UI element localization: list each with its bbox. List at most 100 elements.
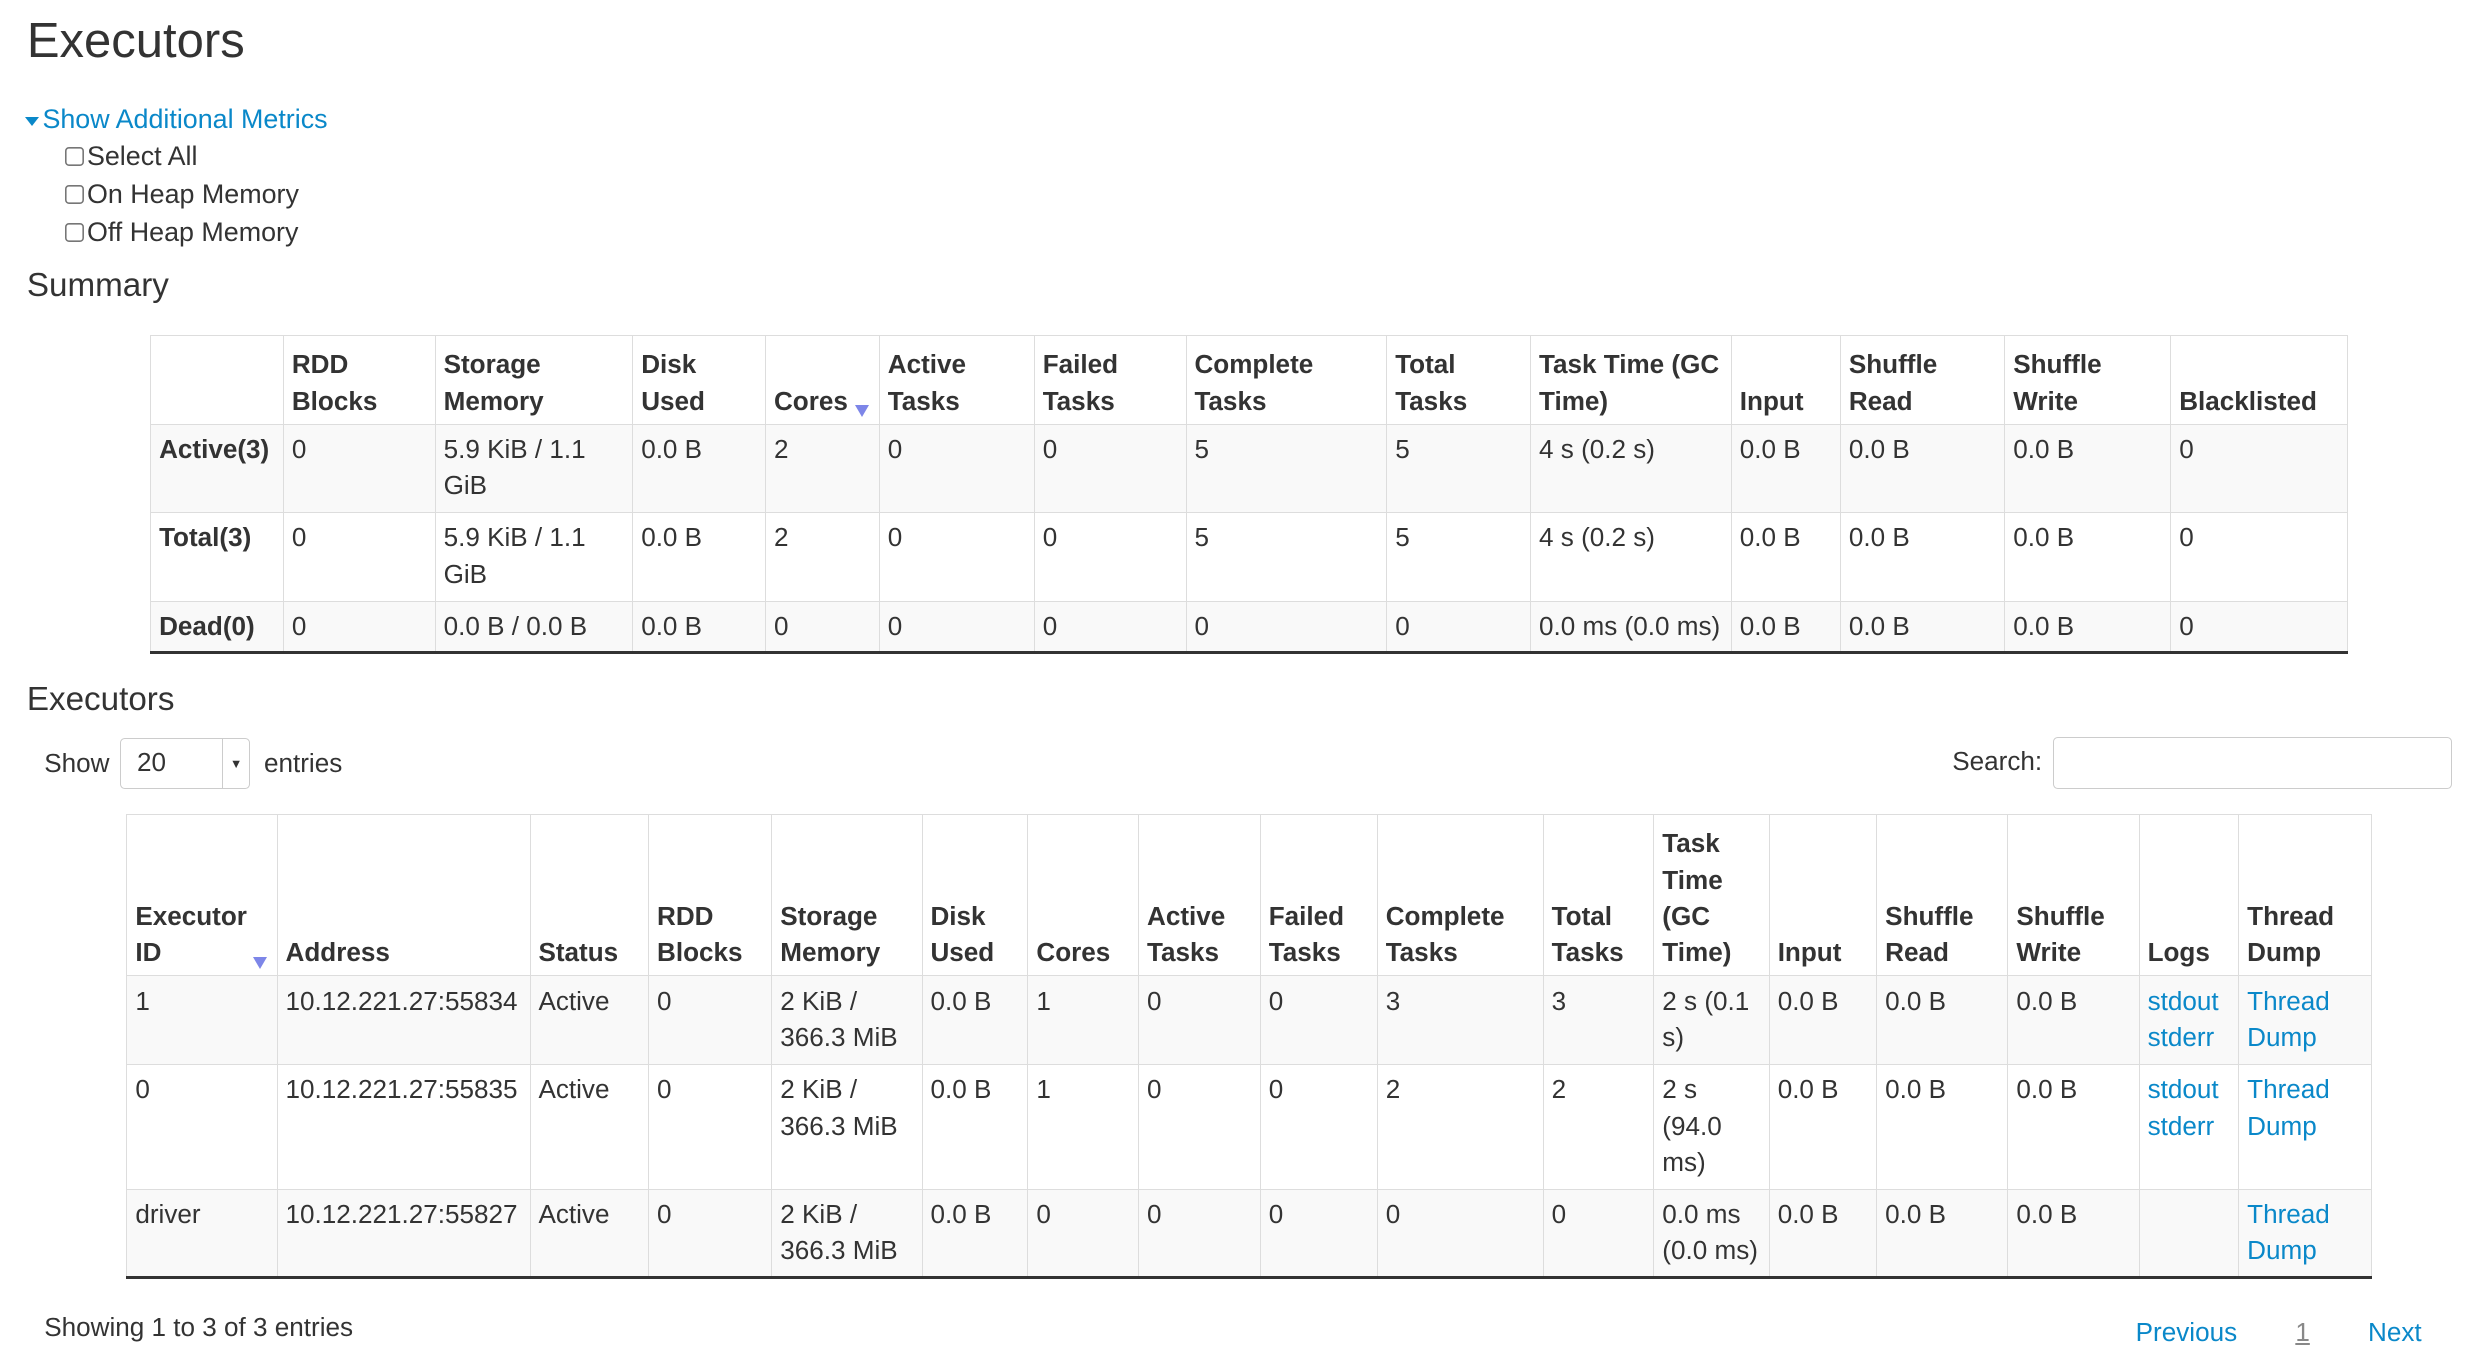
column-header-rdd-blocks[interactable]: RDD Blocks	[648, 814, 773, 977]
column-header-input[interactable]: Input	[1730, 335, 1841, 425]
column-header-logs[interactable]: Logs	[2138, 814, 2240, 977]
table-cell: 0	[1027, 1188, 1140, 1280]
search-input[interactable]	[2053, 736, 2452, 789]
column-header-disk-used[interactable]: Disk Used	[632, 335, 767, 425]
table-cell: 0.0 B	[1839, 512, 2006, 602]
table-cell: 5	[1386, 512, 1532, 602]
table-cell: 2	[765, 512, 880, 602]
column-header-complete-tasks[interactable]: Complete Tasks	[1185, 335, 1388, 425]
table-cell: 10.12.221.27:55834	[276, 975, 531, 1065]
show-label: Show	[44, 747, 110, 778]
thread-dump-link[interactable]: Thread Dump	[2247, 1199, 2330, 1266]
checkbox[interactable]	[64, 146, 84, 166]
summary-heading: Summary	[26, 267, 169, 305]
table-info: Showing 1 to 3 of 3 entries	[44, 1312, 354, 1343]
column-header-status[interactable]: Status	[529, 814, 650, 977]
column-header-blacklisted[interactable]: Blacklisted	[2170, 335, 2349, 425]
table-cell: 5.9 KiB / 1.1 GiB	[434, 512, 634, 602]
column-header-failed-tasks[interactable]: Failed Tasks	[1259, 814, 1378, 977]
table-cell: 0.0 ms (0.0 ms)	[1530, 600, 1732, 654]
on-heap-memory-checkbox[interactable]: On Heap Memory	[64, 179, 299, 210]
column-header-storage-memory[interactable]: Storage Memory	[434, 335, 634, 425]
column-header-active-tasks[interactable]: Active Tasks	[1138, 814, 1261, 977]
caret-down-icon	[25, 116, 40, 126]
column-header-rdd-blocks[interactable]: RDD Blocks	[282, 335, 436, 425]
column-header-blank[interactable]	[150, 335, 284, 425]
thread-dump-cell: Thread Dump	[2238, 1188, 2373, 1280]
table-cell: 2	[765, 423, 880, 514]
column-header-shuffle-write[interactable]: Shuffle Write	[2004, 335, 2172, 425]
column-header-thread-dump[interactable]: Thread Dump	[2238, 814, 2373, 977]
table-cell: 0	[2170, 423, 2349, 514]
toggle-label: Show Additional Metrics	[42, 104, 328, 135]
table-cell: 0	[126, 1063, 278, 1190]
table-cell: Active	[529, 975, 650, 1065]
select-all-checkbox[interactable]: Select All	[64, 141, 197, 172]
table-cell: 5.9 KiB / 1.1 GiB	[434, 423, 634, 514]
table-cell: 0	[1386, 600, 1532, 654]
column-header-total-tasks[interactable]: Total Tasks	[1386, 335, 1532, 425]
stderr-link[interactable]: stderr	[2147, 1110, 2215, 1141]
show-additional-metrics-toggle[interactable]: Show Additional Metrics	[25, 104, 328, 135]
column-header-disk-used[interactable]: Disk Used	[921, 814, 1029, 977]
column-header-active-tasks[interactable]: Active Tasks	[878, 335, 1035, 425]
column-header-task-time-gc-time[interactable]: Task Time (GC Time)	[1530, 335, 1732, 425]
column-header-cores[interactable]: Cores	[765, 335, 880, 425]
table-row: 0 10.12.221.27:55835 Active 0 2 KiB / 366.3 …	[126, 1063, 2373, 1190]
column-header-input[interactable]: Input	[1768, 814, 1878, 977]
table-cell: 0	[282, 512, 436, 602]
table-cell: 2 KiB / 366.3 MiB	[771, 975, 923, 1065]
page-size-select[interactable]: 20 ▼	[120, 738, 250, 789]
table-cell: 0	[648, 975, 773, 1065]
column-header-complete-tasks[interactable]: Complete Tasks	[1376, 814, 1544, 977]
column-header-failed-tasks[interactable]: Failed Tasks	[1033, 335, 1187, 425]
column-header-task-time-gc-time[interactable]: Task Time (GC Time)	[1653, 814, 1770, 977]
table-cell: 2 s (94.0 ms)	[1653, 1063, 1770, 1190]
column-header-address[interactable]: Address	[276, 814, 531, 977]
table-cell: 0	[1138, 1063, 1261, 1190]
executors-heading: Executors	[26, 681, 175, 719]
checkbox[interactable]	[64, 184, 84, 204]
table-cell: Active	[529, 1188, 650, 1280]
stdout-link[interactable]: stdout	[2147, 985, 2219, 1016]
stdout-link[interactable]: stdout	[2147, 1074, 2219, 1105]
stderr-link[interactable]: stderr	[2147, 1022, 2215, 1053]
table-cell: 0.0 B	[1876, 1063, 2009, 1190]
table-cell: 0.0 B	[632, 600, 767, 654]
table-cell: 0.0 B	[632, 512, 767, 602]
table-cell: 5	[1386, 423, 1532, 514]
column-header-shuffle-read[interactable]: Shuffle Read	[1876, 814, 2009, 977]
table-cell: 0	[1542, 1188, 1655, 1280]
checkbox-label: Off Heap Memory	[86, 216, 299, 247]
off-heap-memory-checkbox[interactable]: Off Heap Memory	[64, 216, 299, 248]
chevron-down-icon: ▼	[222, 739, 248, 788]
column-header-shuffle-write[interactable]: Shuffle Write	[2007, 814, 2140, 977]
thread-dump-link[interactable]: Thread Dump	[2247, 985, 2330, 1053]
table-cell: 0.0 B	[2007, 1188, 2140, 1280]
thread-dump-link[interactable]: Thread Dump	[2247, 1074, 2330, 1141]
table-cell: 0	[648, 1063, 773, 1190]
table-cell: 0.0 B	[2004, 600, 2172, 654]
column-header-storage-memory[interactable]: Storage Memory	[771, 814, 923, 977]
table-cell: 0.0 B	[2004, 423, 2172, 514]
column-header-cores[interactable]: Cores	[1027, 814, 1140, 977]
sort-descending-icon	[855, 405, 870, 417]
table-cell: 2 s (0.1 s)	[1653, 975, 1770, 1065]
table-cell: 1	[126, 975, 278, 1065]
table-cell: 0	[1376, 1188, 1544, 1280]
previous-page-button[interactable]: Previous	[2135, 1316, 2238, 1347]
current-page-button[interactable]: 1	[2295, 1316, 2310, 1347]
column-header-executor-id[interactable]: Executor ID	[126, 814, 278, 977]
column-header-total-tasks[interactable]: Total Tasks	[1542, 814, 1655, 977]
next-page-button[interactable]: Next	[2368, 1316, 2422, 1347]
table-cell: 0	[878, 423, 1035, 514]
column-header-shuffle-read[interactable]: Shuffle Read	[1839, 335, 2006, 425]
table-cell: 0	[282, 423, 436, 514]
table-cell: 0.0 B	[921, 1188, 1029, 1280]
table-cell: 5	[1185, 512, 1388, 602]
table-cell: 0.0 B	[2007, 975, 2140, 1065]
table-row: driver 10.12.221.27:55827 Active 0 2 KiB / 3…	[126, 1188, 2373, 1280]
checkbox[interactable]	[64, 222, 84, 242]
